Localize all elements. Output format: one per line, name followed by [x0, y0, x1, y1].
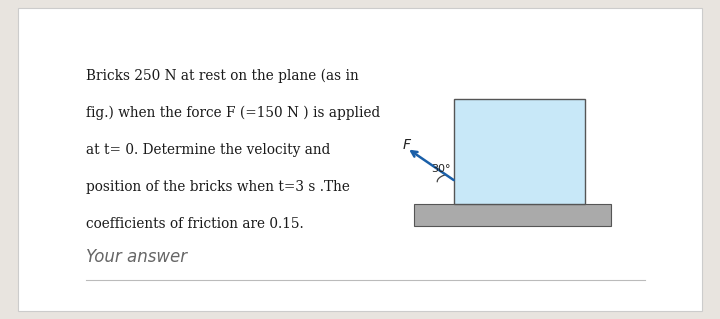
Text: Your answer: Your answer — [86, 249, 187, 266]
Text: Bricks 250 N at rest on the plane (as in: Bricks 250 N at rest on the plane (as in — [86, 69, 359, 83]
Text: coefficients of friction are 0.15.: coefficients of friction are 0.15. — [86, 217, 303, 231]
Text: F: F — [402, 138, 411, 152]
Text: at t= 0. Determine the velocity and: at t= 0. Determine the velocity and — [86, 143, 330, 157]
Bar — [414, 204, 611, 226]
Text: position of the bricks when t=3 s .The: position of the bricks when t=3 s .The — [86, 180, 350, 194]
Bar — [454, 99, 585, 204]
Text: fig.) when the force F (=150 N ) is applied: fig.) when the force F (=150 N ) is appl… — [86, 106, 380, 120]
Text: 30°: 30° — [431, 164, 451, 174]
